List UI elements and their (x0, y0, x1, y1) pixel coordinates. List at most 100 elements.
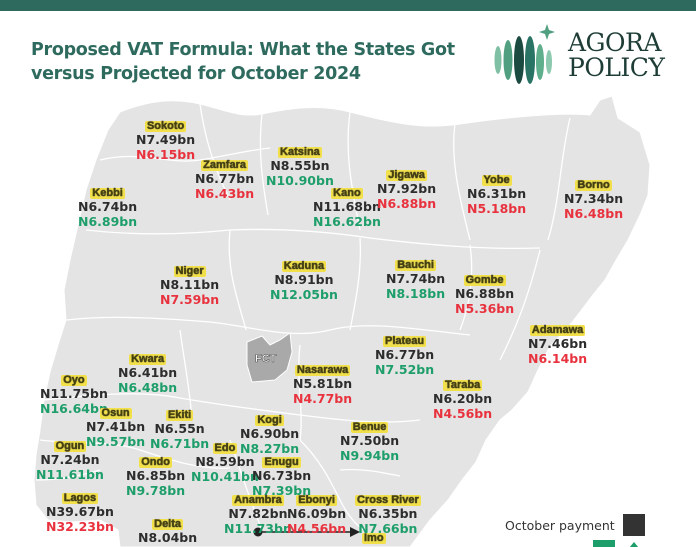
legend-swatch-green (592, 540, 615, 547)
projected-payment: N16.62bn (313, 213, 381, 229)
state-kano: Kano N11.68bn N16.62bn (313, 183, 381, 228)
state-ondo: Ondo N6.85bn N9.78bn (126, 452, 185, 497)
state-jigawa: Jigawa N7.92bn N6.88bn (377, 165, 436, 210)
projected-payment: N11.73bn (224, 520, 292, 536)
state-name: Borno (575, 179, 612, 191)
state-name: Kaduna (281, 260, 327, 272)
state-adamawa: Adamawa N7.46bn N6.14bn (528, 320, 587, 365)
fct-region (246, 332, 293, 383)
projected-payment: N6.89bn (78, 213, 138, 229)
state-lagos: Lagos N39.67bn N32.23bn (46, 488, 114, 533)
state-niger: Niger N8.11bn N7.59bn (160, 261, 219, 306)
october-payment: N8.59bn (195, 454, 255, 469)
state-name: Kebbi (90, 187, 125, 199)
state-cross-river: Cross River N6.35bn N7.66bn (355, 490, 421, 535)
october-payment: N6.74bn (78, 199, 138, 214)
fct-label: FCT (255, 353, 277, 366)
projected-payment: N12.05bn (270, 286, 338, 302)
state-name: Imo (362, 532, 386, 544)
state-name: Plateau (383, 335, 427, 347)
projected-payment: N6.48bn (118, 379, 178, 395)
state-ogun: Ogun N7.24bn N11.61bn (36, 436, 104, 481)
state-ebonyi: Ebonyi N6.09bn N4.56bn (287, 490, 346, 535)
projected-payment: N6.88bn (377, 195, 437, 211)
state-anambra: Anambra N7.82bn N11.73bn (224, 490, 292, 535)
agora-policy-logo: AGORA POLICY (490, 22, 680, 88)
projected-payment: N10.90bn (266, 172, 334, 188)
projected-payment: N8.18bn (386, 285, 446, 301)
projected-payment: N32.23bn (46, 518, 114, 534)
projected-payment: N9.94bn (340, 447, 400, 463)
legend-label: October payment (505, 517, 615, 533)
state-name: Kano (331, 187, 363, 199)
state-name: Yobe (481, 174, 512, 186)
logo-line-1: AGORA (568, 28, 661, 57)
october-payment: N7.92bn (377, 181, 437, 196)
october-payment: N7.41bn (86, 419, 146, 434)
october-payment: N7.24bn (40, 452, 100, 467)
logo-bars-icon (494, 24, 555, 84)
october-payment: N6.20bn (433, 391, 493, 406)
projected-payment: N4.77bn (293, 390, 353, 406)
state-name: Ekiti (165, 409, 194, 421)
october-payment: N8.91bn (274, 272, 334, 287)
projected-payment: N9.57bn (86, 433, 146, 449)
state-yobe: Yobe N6.31bn N5.18bn (467, 170, 526, 215)
state-name: Sokoto (144, 120, 187, 132)
state-delta: Delta N8.04bn (138, 514, 197, 547)
projected-payment: N10.41bn (191, 468, 259, 484)
state-imo: Imo (362, 528, 386, 546)
projected-payment: N6.14bn (528, 350, 588, 366)
october-payment: N6.90bn (240, 426, 300, 441)
projected-payment: N9.78bn (126, 482, 186, 498)
legend-item-october: October payment (505, 512, 645, 538)
state-taraba: Taraba N6.20bn N4.56bn (433, 375, 492, 420)
october-payment: N7.34bn (564, 191, 624, 206)
projected-payment: N16.64bn (40, 400, 108, 416)
october-payment: N7.49bn (136, 132, 196, 147)
projected-payment: N5.36bn (455, 300, 515, 316)
legend: October payment (505, 512, 645, 547)
state-kaduna: Kaduna N8.91bn N12.05bn (270, 256, 338, 301)
state-name: Enugu (262, 456, 301, 468)
state-zamfara: Zamfara N6.77bn N6.43bn (195, 155, 254, 200)
state-kebbi: Kebbi N6.74bn N6.89bn (78, 183, 137, 228)
state-name: Zamfara (201, 159, 248, 171)
state-name: Katsina (278, 146, 322, 158)
state-name: Anambra (232, 494, 284, 506)
state-name: Ogun (53, 440, 87, 452)
state-borno: Borno N7.34bn N6.48bn (564, 175, 623, 220)
projected-payment: N4.56bn (287, 520, 347, 536)
state-name: Jigawa (386, 169, 427, 181)
state-name: Kogi (255, 414, 284, 426)
state-name: Nasarawa (294, 364, 351, 376)
october-payment: N5.81bn (293, 376, 353, 391)
state-name: Ebonyi (296, 494, 337, 506)
title-line-2: versus Projected for October 2024 (31, 64, 361, 84)
october-payment: N11.68bn (313, 199, 381, 214)
projected-payment: N11.61bn (36, 466, 104, 482)
state-enugu: Enugu N6.73bn N7.39bn (252, 452, 311, 497)
state-name: Ondo (139, 456, 172, 468)
october-payment: N6.09bn (287, 506, 347, 521)
projected-payment: N7.59bn (160, 291, 220, 307)
page-title: Proposed VAT Formula: What the States Go… (31, 38, 471, 86)
october-payment: N6.77bn (375, 347, 435, 362)
state-benue: Benue N7.50bn N9.94bn (340, 417, 399, 462)
october-payment: N8.55bn (270, 158, 330, 173)
october-payment: N6.73bn (252, 468, 312, 483)
october-payment: N6.85bn (126, 468, 186, 483)
october-payment: N6.35bn (358, 506, 418, 521)
projected-payment: N6.71bn (150, 435, 210, 451)
october-payment: N7.46bn (528, 336, 588, 351)
state-kwara: Kwara N6.41bn N6.48bn (118, 349, 177, 394)
state-name: Oyo (61, 374, 87, 386)
state-name: Lagos (61, 492, 99, 504)
state-name: Bauchi (395, 259, 436, 271)
october-payment: N6.55n (154, 421, 205, 436)
state-nasarawa: Nasarawa N5.81bn N4.77bn (293, 360, 352, 405)
state-bauchi: Bauchi N7.74bn N8.18bn (386, 255, 445, 300)
state-name: Benue (350, 421, 389, 433)
title-line-1: Proposed VAT Formula: What the States Go… (31, 40, 455, 60)
